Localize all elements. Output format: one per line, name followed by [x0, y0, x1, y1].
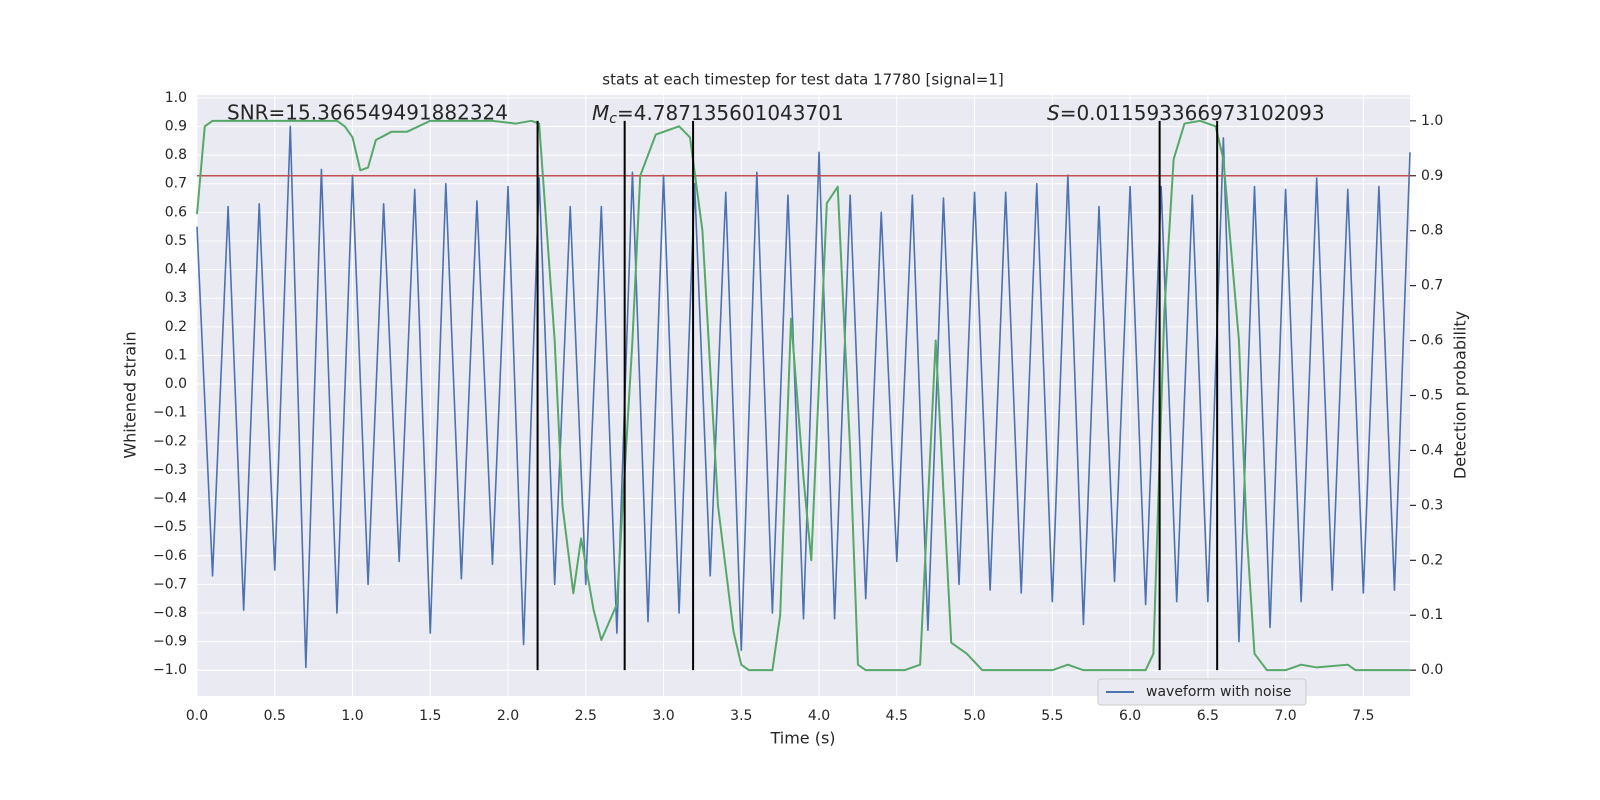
series-line [196, 119, 1410, 672]
y2-tick-label: 1.0 [1421, 113, 1443, 129]
x-tick-label: 2.0 [497, 708, 519, 724]
x-tick-label: 2.5 [575, 708, 597, 724]
annotation: Mc=4.787135601043701 [592, 101, 844, 128]
x-tick-label: 1.5 [419, 708, 441, 724]
annotation-value: =0.011593366973102093 [1060, 101, 1325, 125]
series-line [196, 125, 1411, 669]
y2-tick-label: 0.3 [1421, 497, 1443, 513]
x-tick-label: 0.0 [186, 708, 208, 724]
annotation-subscript: c [609, 111, 617, 127]
y-tick-label: 0.9 [165, 118, 187, 134]
y2-tick-label: 0.7 [1421, 278, 1443, 294]
x-tick-label: 5.5 [1041, 708, 1063, 724]
y-tick-label: 0.6 [165, 204, 187, 220]
x-axis-label: Time (s) [769, 729, 835, 748]
y-tick-label: 0.4 [165, 262, 187, 278]
x-tick-label: 6.5 [1197, 708, 1219, 724]
annotation-symbol: M [592, 101, 609, 125]
y-tick-label: −0.4 [153, 491, 187, 507]
legend: waveform with noise [1097, 678, 1307, 706]
y2-tick-label: 0.1 [1421, 607, 1443, 623]
x-tick-label: 7.0 [1274, 708, 1296, 724]
y-tick-label: −1.0 [153, 662, 187, 678]
y2-tick-label: 0.9 [1421, 168, 1443, 184]
x-tick-label: 5.0 [963, 708, 985, 724]
y2-tick-label: 0.0 [1421, 662, 1443, 678]
y-tick-label: 1.0 [165, 90, 187, 106]
legend-box [1097, 678, 1307, 706]
y2-tick-label: 0.5 [1421, 388, 1443, 404]
x-tick-label: 4.0 [808, 708, 830, 724]
x-tick-label: 3.5 [730, 708, 752, 724]
y2-tick-label: 0.6 [1421, 333, 1443, 349]
y-tick-label: 0.7 [165, 176, 187, 192]
y2-tick-label: 0.8 [1421, 223, 1443, 239]
y-tick-label: 0.8 [165, 147, 187, 163]
annotation: SNR=15.366549491882324 [227, 101, 508, 125]
y-tick-label: −0.3 [153, 462, 187, 478]
annotation-symbol: S [1047, 101, 1060, 125]
y2-tick-label: 0.2 [1421, 552, 1443, 568]
y-tick-label: −0.2 [153, 433, 187, 449]
annotation: S=0.011593366973102093 [1047, 101, 1325, 125]
x-tick-label: 1.0 [341, 708, 363, 724]
y-tick-label: −0.1 [153, 405, 187, 421]
y-tick-label: −0.5 [153, 519, 187, 535]
x-tick-label: 6.0 [1119, 708, 1141, 724]
legend-label: waveform with noise [1146, 684, 1291, 700]
y-tick-label: −0.8 [153, 605, 187, 621]
x-tick-label: 7.5 [1352, 708, 1374, 724]
chart-title: stats at each timestep for test data 177… [602, 71, 1003, 89]
y-tick-label: 0.0 [165, 376, 187, 392]
y-tick-label: 0.1 [165, 347, 187, 363]
y-tick-label: 0.5 [165, 233, 187, 249]
y-tick-label: −0.9 [153, 634, 187, 650]
y2-axis-label: Detection probability [1451, 311, 1470, 479]
x-tick-label: 3.0 [652, 708, 674, 724]
y-axis-label: Whitened strain [121, 331, 140, 458]
y2-tick-label: 0.4 [1421, 442, 1443, 458]
x-tick-label: 4.5 [886, 708, 908, 724]
annotation-value: =4.787135601043701 [617, 101, 844, 125]
x-tick-label: 0.5 [264, 708, 286, 724]
y-tick-label: 0.2 [165, 319, 187, 335]
y-tick-label: 0.3 [165, 290, 187, 306]
y-tick-label: −0.6 [153, 548, 187, 564]
y-tick-label: −0.7 [153, 576, 187, 592]
